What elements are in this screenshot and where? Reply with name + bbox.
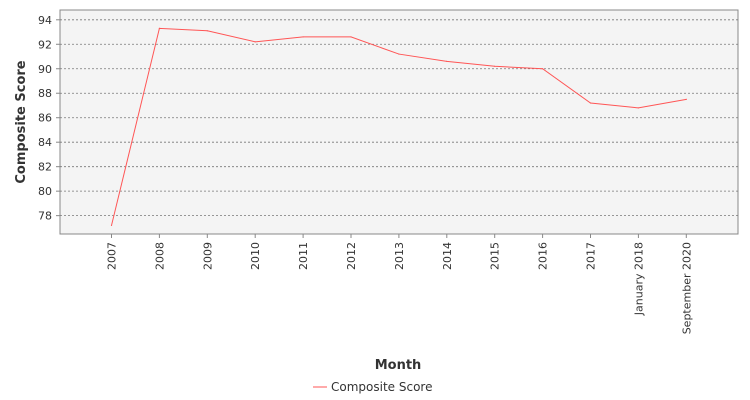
y-axis-ticks: 78 80 82 84 86 88 90 92 94 (38, 14, 60, 223)
y-tick-label: 88 (38, 87, 52, 100)
x-tick-label: 2014 (441, 242, 454, 270)
legend: Composite Score (313, 380, 432, 394)
x-tick-label: 2009 (201, 242, 214, 270)
x-tick-label: January 2018 (632, 242, 645, 316)
series-layer (110, 27, 687, 227)
y-tick-label: 78 (38, 210, 52, 223)
plot-area (59, 9, 739, 235)
data-point (158, 27, 160, 29)
x-tick-label: 2010 (249, 242, 262, 270)
x-axis-ticks: 2007 2008 2009 2010 2011 2012 2013 2014 2015 2016… (106, 234, 693, 334)
x-tick-label: 2008 (153, 242, 166, 270)
y-tick-label: 94 (38, 14, 52, 27)
data-point (494, 65, 496, 67)
data-point (398, 53, 400, 55)
data-point (446, 60, 448, 63)
grid-lines (60, 19, 738, 217)
x-tick-label: 2013 (393, 242, 406, 270)
data-point (542, 68, 544, 70)
data-point (302, 36, 304, 38)
data-point (254, 41, 256, 43)
y-tick-label: 92 (38, 38, 52, 51)
x-tick-label: 2007 (106, 242, 119, 270)
data-point (206, 30, 208, 32)
y-tick-label: 82 (38, 161, 52, 174)
x-tick-label: 2017 (585, 242, 598, 270)
x-tick-label: 2015 (489, 242, 502, 270)
y-tick-label: 90 (38, 63, 52, 76)
x-tick-label: 2012 (345, 242, 358, 270)
x-axis-title: Month (375, 358, 422, 373)
data-point (637, 107, 640, 109)
y-axis-title: Composite Score (14, 60, 29, 183)
legend-label: Composite Score (331, 380, 432, 394)
x-tick-label: September 2020 (680, 242, 693, 334)
x-tick-label: 2016 (537, 242, 550, 270)
data-point (350, 36, 352, 38)
data-point (589, 102, 592, 104)
data-point (685, 98, 687, 100)
x-tick-label: 2011 (297, 242, 310, 270)
y-tick-label: 80 (38, 185, 52, 198)
y-tick-label: 86 (38, 112, 52, 125)
data-point (110, 224, 113, 227)
y-tick-label: 84 (38, 136, 52, 149)
